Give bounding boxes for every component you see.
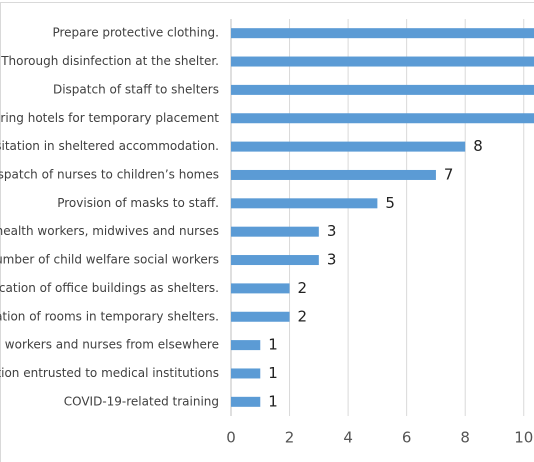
value-label: 7 [444, 165, 454, 183]
bar [231, 84, 534, 95]
bar [231, 283, 290, 294]
bar [231, 311, 290, 322]
value-label: 8 [473, 137, 483, 155]
x-tick-label: 10 [514, 429, 533, 447]
bar [231, 368, 261, 379]
y-tick-label: Prepare protective clothing. [52, 26, 219, 40]
y-tick-label: uring hotels for temporary placement [0, 111, 219, 125]
y-tick-label: umber of child welfare social workers [0, 253, 219, 267]
bar [231, 141, 466, 152]
y-tick-label: ation of rooms in temporary shelters. [0, 309, 219, 323]
value-label: 1 [268, 392, 278, 410]
value-label: 5 [385, 194, 395, 212]
bar [231, 56, 534, 67]
x-tick-label: 2 [285, 429, 295, 447]
value-label: 1 [268, 364, 278, 382]
y-tick-label: COVID-19-related training [64, 394, 219, 408]
bar [231, 226, 319, 237]
y-tick-label: Dispatch of staff to shelters [53, 82, 219, 96]
y-tick-label: n workers and nurses from elsewhere [0, 338, 219, 352]
bar [231, 255, 319, 266]
bar [231, 198, 378, 209]
value-label: 2 [298, 279, 308, 297]
x-tick-label: 0 [226, 429, 236, 447]
value-label: 3 [327, 222, 337, 240]
value-label: 3 [327, 251, 337, 269]
value-label: 1 [268, 336, 278, 354]
y-tick-label: sitation in sheltered accommodation. [0, 139, 219, 153]
x-tick-label: 8 [460, 429, 470, 447]
x-tick-label: 6 [402, 429, 412, 447]
y-tick-label: spatch of nurses to children’s homes [0, 167, 219, 181]
bar [231, 113, 534, 124]
y-tick-label: tion entrusted to medical institutions [0, 366, 219, 380]
y-tick-label: Provision of masks to staff. [57, 196, 219, 210]
bar [231, 396, 261, 407]
bar [231, 169, 436, 180]
y-tick-label: health workers, midwives and nurses [0, 224, 219, 238]
y-tick-label: Thorough disinfection at the shelter. [0, 54, 219, 68]
value-label: 2 [298, 307, 308, 325]
y-tick-label: cation of office buildings as shelters. [0, 281, 219, 295]
x-tick-label: 4 [343, 429, 353, 447]
bar [231, 28, 534, 39]
bar [231, 340, 261, 351]
